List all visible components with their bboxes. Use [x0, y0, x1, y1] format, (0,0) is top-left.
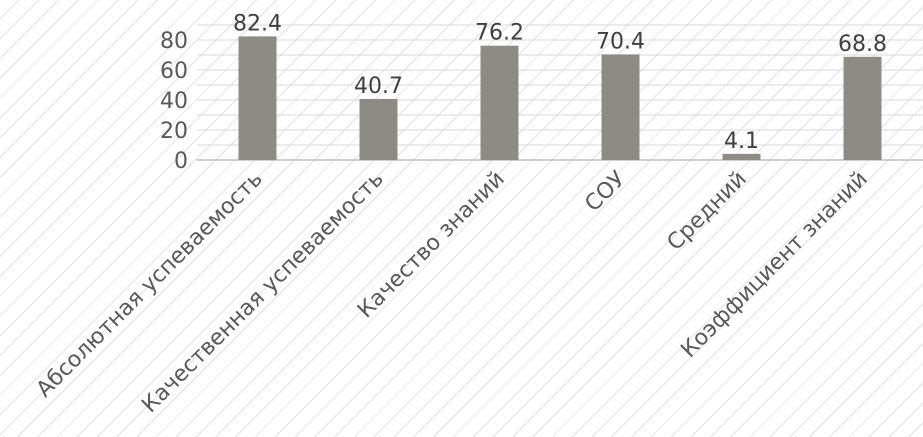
- category-label: Качественная успеваемость: [137, 167, 388, 418]
- category-label: СОУ: [580, 166, 631, 217]
- data-label: 40.7: [354, 74, 403, 99]
- data-label: 76.2: [475, 21, 524, 46]
- bars: [238, 36, 882, 161]
- category-label: Абсолютная успеваемость: [32, 167, 268, 403]
- gridlines: [197, 24, 923, 161]
- data-label: 82.4: [233, 11, 282, 36]
- data-label: 70.4: [596, 29, 645, 54]
- data-label: 68.8: [838, 32, 887, 57]
- bar: [238, 36, 277, 160]
- bar: [359, 98, 398, 160]
- bar: [843, 56, 882, 160]
- y-tick-label: 40: [160, 89, 188, 114]
- data-label: 4.1: [724, 129, 759, 154]
- y-axis-tick-labels: 0 20 40 60 80: [160, 29, 188, 174]
- bar: [480, 45, 519, 161]
- y-tick-label: 80: [160, 29, 188, 54]
- bar: [601, 54, 640, 160]
- bar: [722, 153, 761, 160]
- category-label: Средний: [663, 167, 752, 256]
- y-tick-label: 20: [160, 119, 188, 144]
- y-tick-label: 60: [160, 59, 188, 84]
- y-tick-label: 0: [174, 149, 188, 174]
- data-labels: 82.4 40.7 76.2 70.4 4.1 68.8: [233, 11, 887, 153]
